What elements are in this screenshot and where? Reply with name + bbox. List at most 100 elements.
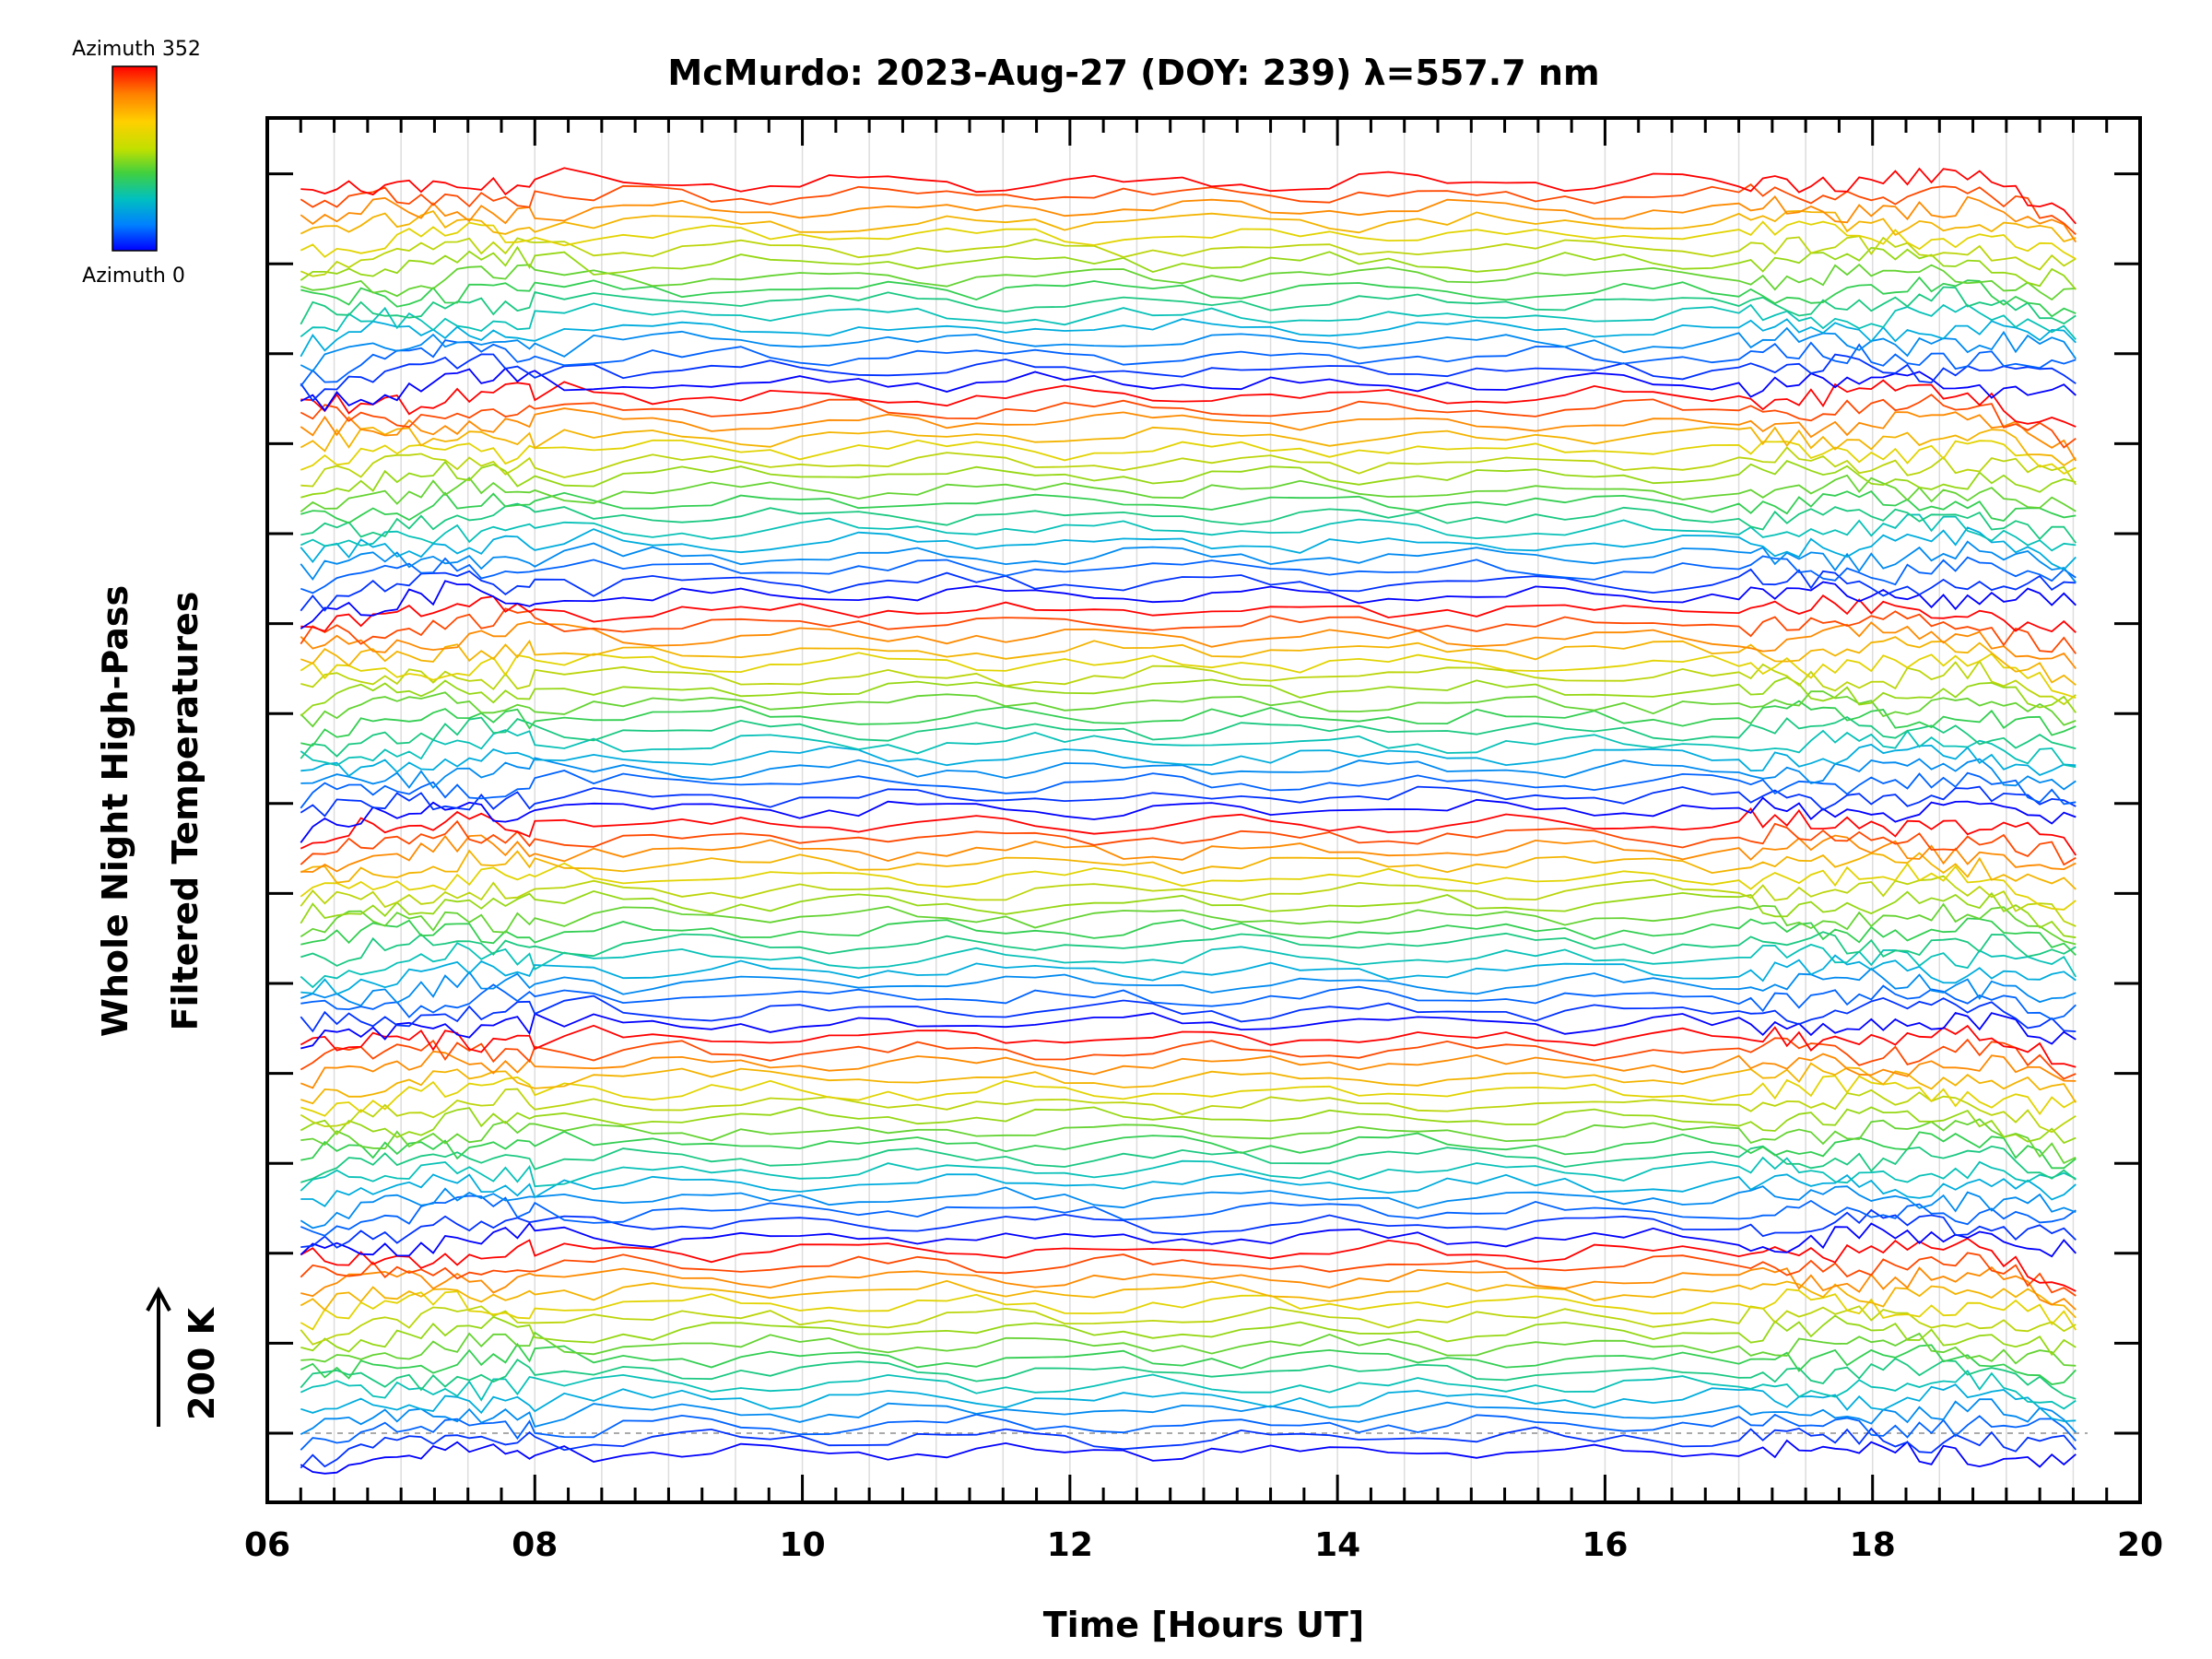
series-line — [300, 276, 2077, 318]
series-line — [300, 446, 2077, 488]
series-line — [300, 318, 2077, 358]
series-line — [300, 526, 2077, 571]
x-tick-label: 08 — [512, 1526, 558, 1564]
series-line — [300, 245, 2077, 290]
series-line — [300, 1288, 2077, 1331]
series-line — [300, 1342, 2077, 1385]
x-axis-label: Time [Hours UT] — [1043, 1605, 1365, 1645]
scale-arrow — [146, 1286, 171, 1427]
colorbar-gradient — [112, 65, 158, 252]
series-line — [300, 394, 2077, 449]
series-line — [300, 1172, 2077, 1207]
series-line — [300, 954, 2077, 995]
series-line — [300, 183, 2077, 236]
series-line — [300, 502, 2077, 544]
series-line — [300, 209, 2077, 243]
series-line — [300, 700, 2077, 747]
series-line — [300, 353, 2077, 403]
colorbar: Azimuth 352 Azimuth 0 — [72, 38, 201, 288]
colorbar-bottom-label: Azimuth 0 — [82, 265, 185, 288]
series-line — [300, 540, 2077, 583]
series-line — [300, 889, 2077, 939]
x-tick-label: 20 — [2117, 1526, 2163, 1564]
series-line — [300, 983, 2077, 1020]
series-line — [300, 796, 2077, 843]
series-line — [300, 770, 2077, 809]
series-line — [300, 1156, 2077, 1192]
series-line — [300, 555, 2077, 594]
series-line — [300, 1383, 2077, 1422]
series-line — [300, 1118, 2077, 1165]
series-line — [300, 1413, 2077, 1451]
series-line — [300, 326, 2077, 372]
series-line — [300, 1279, 2077, 1319]
series-line — [300, 489, 2077, 524]
series-line — [300, 407, 2077, 462]
series-line — [300, 1314, 2077, 1357]
series-line — [300, 474, 2077, 512]
series-line — [300, 167, 2077, 225]
series-line — [300, 1426, 2077, 1469]
x-tick-label: 14 — [1314, 1526, 1360, 1564]
series-line — [300, 652, 2077, 700]
series-line — [300, 849, 2077, 890]
series-line — [300, 690, 2077, 728]
series-line — [300, 367, 2077, 412]
scale-label: 200 K — [182, 1306, 222, 1420]
series-line — [300, 1305, 2077, 1346]
series-line — [300, 568, 2077, 612]
series-line — [300, 659, 2077, 706]
series-line — [300, 1357, 2077, 1400]
series-line — [300, 263, 2077, 301]
series-line — [300, 1331, 2077, 1367]
x-tick-labels: 06 08 10 12 14 16 18 20 — [244, 1526, 2163, 1564]
series-line — [300, 917, 2077, 957]
series-line — [300, 743, 2077, 778]
series-line — [300, 967, 2077, 1007]
series-line — [300, 1185, 2077, 1230]
colorbar-top-label: Azimuth 352 — [72, 38, 201, 61]
series-line — [300, 1370, 2077, 1410]
series-line — [300, 1106, 2077, 1145]
series-line — [300, 942, 2077, 989]
series-line — [300, 1062, 2077, 1105]
series-line — [300, 785, 2077, 818]
series-line — [300, 1145, 2077, 1183]
series-line — [300, 1252, 2077, 1297]
series-line — [300, 235, 2077, 277]
series-line — [300, 1130, 2077, 1170]
series-line — [300, 757, 2077, 791]
x-tick-label: 18 — [1850, 1526, 1896, 1564]
series-line — [300, 302, 2077, 340]
series-line — [300, 875, 2077, 927]
series-line — [300, 1037, 2077, 1080]
series-line — [300, 513, 2077, 552]
series-line — [300, 1237, 2077, 1292]
series-line — [300, 426, 2077, 467]
y-axis-label-line1: Whole Night High-Pass — [95, 585, 135, 1037]
series-line — [300, 594, 2077, 633]
series-layer — [300, 167, 2077, 1475]
series-line — [300, 1024, 2077, 1068]
series-line — [300, 460, 2077, 499]
series-line — [300, 729, 2077, 769]
series-line — [300, 195, 2077, 243]
y-axis-label-line2: Filtered Temperatures — [165, 592, 206, 1031]
series-line — [300, 1398, 2077, 1436]
x-tick-label: 10 — [780, 1526, 826, 1564]
series-line — [300, 1194, 2077, 1237]
x-tick-label: 16 — [1582, 1526, 1628, 1564]
series-line — [300, 220, 2077, 260]
series-line — [300, 1050, 2077, 1089]
x-tick-label: 12 — [1047, 1526, 1093, 1564]
series-line — [300, 862, 2077, 911]
series-line — [300, 1439, 2077, 1475]
series-line — [300, 339, 2077, 387]
series-line — [300, 439, 2077, 475]
series-line — [300, 1075, 2077, 1117]
series-line — [300, 819, 2077, 866]
series-line — [300, 1221, 2077, 1258]
series-line — [300, 1011, 2077, 1050]
series-line — [300, 994, 2077, 1033]
